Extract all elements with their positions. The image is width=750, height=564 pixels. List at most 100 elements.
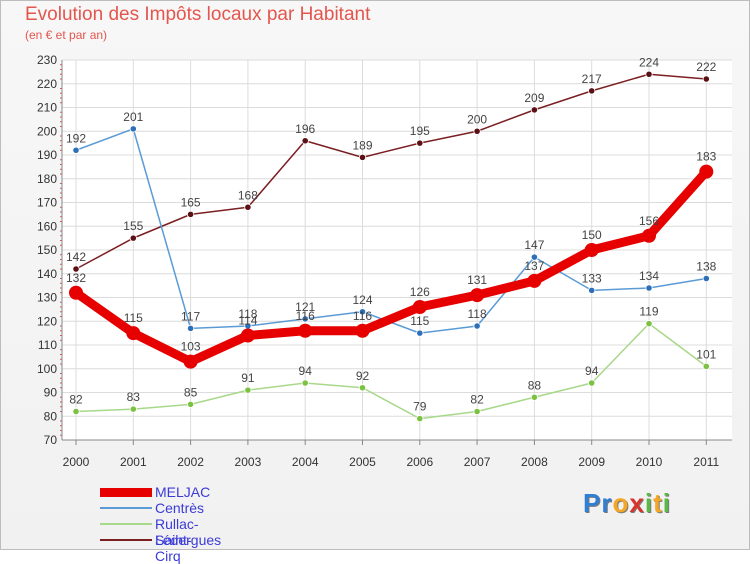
y-tick-label: 130 [37,291,57,305]
data-point-centr-s [301,315,309,323]
legend-swatch [100,523,152,525]
data-label-rullac-saint-cirq: 83 [127,390,141,404]
data-point-meljac [126,326,141,341]
x-tick-label: 2009 [578,455,605,469]
data-point-l-dergues [702,75,710,83]
data-point-rullac-saint-cirq [301,379,309,387]
data-point-rullac-saint-cirq [187,400,195,408]
data-point-centr-s [702,274,710,283]
y-tick-label: 140 [37,267,57,281]
logo-letter: o [612,488,630,518]
data-label-rullac-saint-cirq: 101 [696,347,716,361]
y-tick-label: 230 [37,53,57,67]
x-tick-label: 2007 [464,455,491,469]
data-label-l-dergues: 222 [696,60,716,74]
y-tick-label: 150 [37,243,57,257]
logo-letter: r [601,488,613,518]
data-point-l-dergues [72,265,80,273]
legend-label: Centrès [155,500,205,516]
y-tick-label: 220 [37,77,57,91]
logo-letter: i [662,488,671,518]
data-point-l-dergues [588,87,596,95]
data-point-l-dergues [187,210,195,218]
data-label-centr-s: 192 [66,131,86,145]
x-tick-label: 2004 [292,455,319,469]
data-label-meljac: 183 [696,150,716,164]
logo-letter: x [629,488,645,518]
data-label-l-dergues: 200 [467,112,487,126]
series-line-meljac [71,167,711,367]
y-tick-label: 170 [37,196,57,210]
data-label-meljac: 116 [296,309,315,323]
data-point-rullac-saint-cirq [702,362,710,370]
data-label-rullac-saint-cirq: 94 [299,364,313,378]
data-point-meljac [527,273,542,288]
line-chart: 7080901001101201301401501601701801902002… [37,53,732,469]
data-label-meljac: 115 [124,311,143,325]
y-tick-label: 190 [37,148,57,162]
data-point-meljac [298,323,313,338]
data-label-l-dergues: 155 [123,219,143,233]
data-label-centr-s: 201 [123,110,143,124]
x-tick-label: 2003 [235,455,262,469]
x-tick-label: 2001 [120,455,147,469]
data-label-rullac-saint-cirq: 92 [356,369,370,383]
y-tick-label: 210 [37,101,57,115]
data-label-meljac: 150 [582,228,602,242]
data-point-meljac [642,228,656,243]
data-point-l-dergues [530,106,539,114]
data-label-meljac: 103 [181,340,201,354]
data-point-rullac-saint-cirq [129,405,137,413]
chart-title: Evolution des Impôts locaux par Habitant [25,4,371,25]
data-label-l-dergues: 168 [238,188,258,202]
data-point-centr-s [473,322,481,330]
data-label-centr-s: 117 [181,309,200,323]
data-point-l-dergues [244,203,252,211]
y-tick-label: 120 [37,314,57,328]
data-label-centr-s: 118 [468,307,487,321]
y-tick-label: 200 [37,124,57,138]
chart-subtitle: (en € et par an) [25,28,108,42]
data-label-centr-s: 134 [639,269,659,283]
data-point-meljac [355,323,370,338]
data-label-centr-s: 133 [582,271,602,285]
data-point-centr-s [416,329,424,337]
data-label-l-dergues: 196 [295,122,315,136]
data-point-meljac [412,300,427,314]
data-label-rullac-saint-cirq: 94 [585,364,599,378]
y-tick-label: 70 [44,433,58,447]
data-point-centr-s [358,308,367,316]
y-tick-label: 100 [37,362,57,376]
data-label-rullac-saint-cirq: 91 [241,371,255,385]
y-tick-label: 80 [44,409,58,423]
x-tick-label: 2005 [349,455,376,469]
data-point-l-dergues [358,153,367,161]
data-label-rullac-saint-cirq: 85 [184,385,198,399]
x-tick-label: 2000 [63,455,90,469]
data-label-centr-s: 121 [295,300,315,314]
data-label-meljac: 114 [238,314,257,328]
data-point-rullac-saint-cirq [358,384,367,392]
y-tick-label: 160 [37,219,57,233]
data-label-meljac: 137 [524,259,544,273]
data-point-centr-s [129,125,137,133]
data-point-rullac-saint-cirq [473,407,481,416]
logo-letter: i [644,488,654,518]
data-point-meljac [183,354,198,369]
x-tick-label: 2008 [521,455,548,469]
y-tick-label: 90 [44,386,58,400]
data-label-meljac: 126 [410,285,430,299]
data-label-l-dergues: 209 [524,91,544,105]
data-label-rullac-saint-cirq: 82 [470,393,484,407]
series-line-l-dergues [75,73,708,270]
data-point-centr-s [187,324,195,332]
data-label-meljac: 116 [353,309,372,323]
data-label-l-dergues: 217 [582,72,602,86]
proxiti-logo: Proxiti [583,488,671,519]
data-point-centr-s [530,253,539,261]
data-point-l-dergues [416,139,424,147]
data-label-meljac: 132 [66,271,86,285]
legend-swatch [100,487,152,497]
data-label-centr-s: 147 [524,238,544,252]
logo-letter: t [653,488,663,518]
